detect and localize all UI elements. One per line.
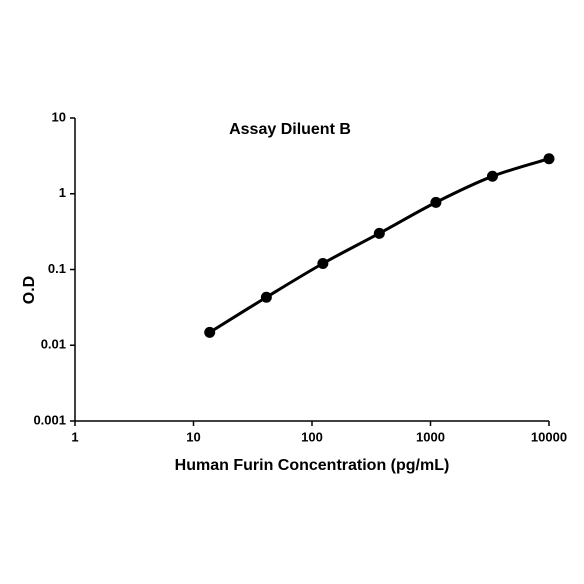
data-point [373,227,385,239]
y-tick-label: 10 [52,109,66,124]
y-axis-title: O.D [21,276,38,304]
y-tick-label: 0.1 [48,261,66,276]
data-line [208,157,550,334]
data-point [430,196,442,208]
data-point [204,326,216,338]
x-axis-title: Human Furin Concentration (pg/mL) [175,457,450,474]
y-tick-label: 0.001 [33,412,66,427]
x-tick-label: 1 [71,429,78,444]
data-point [260,291,272,303]
chart-title: Assay Diluent B [229,121,351,138]
x-tick-label: 1000 [416,429,445,444]
data-point [543,153,555,165]
data-point [486,170,498,182]
y-tick-label: 0.01 [41,337,66,352]
x-tick-label: 10000 [531,429,567,444]
data-point [317,258,329,270]
x-tick-label: 10 [186,429,200,444]
y-tick-label: 1 [59,185,66,200]
x-tick-label: 100 [301,429,323,444]
